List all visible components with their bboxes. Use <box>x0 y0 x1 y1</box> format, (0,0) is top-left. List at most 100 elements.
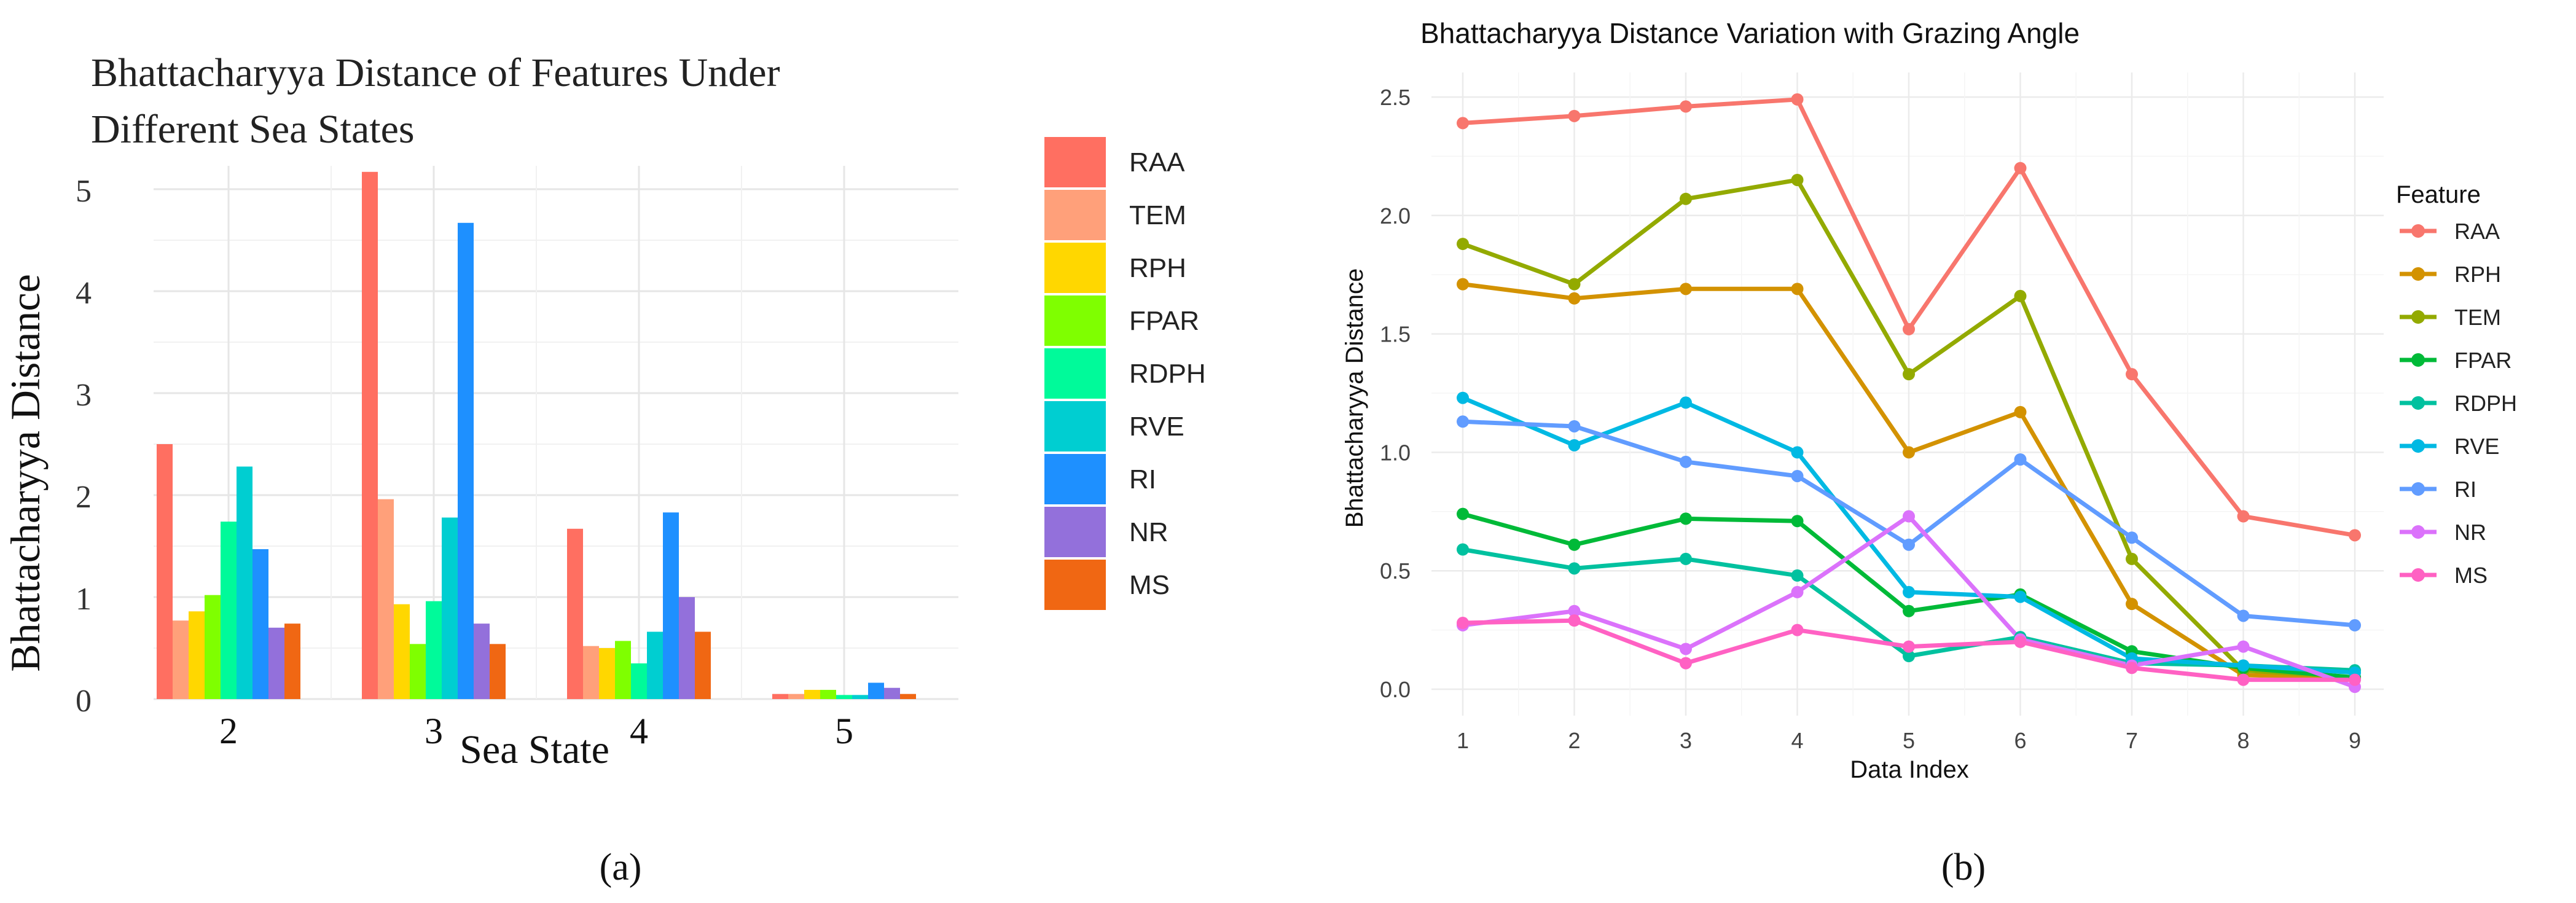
point-RVE-5 <box>1903 585 1915 598</box>
point-RDPH-3 <box>1680 552 1692 565</box>
legend-label-RI: RI <box>2454 477 2476 502</box>
legend-point-FPAR <box>2411 353 2425 367</box>
line-chart-series <box>1457 93 2361 694</box>
bar-MS-5 <box>900 694 916 699</box>
point-RPH-1 <box>1457 278 1469 291</box>
legend-label-RVE: RVE <box>2454 434 2499 459</box>
bar-RDPH-3 <box>426 601 442 699</box>
point-RVE-6 <box>2014 590 2027 603</box>
bar-x-tick-label: 3 <box>425 711 443 751</box>
bar-y-tick-label: 5 <box>76 174 92 209</box>
point-RI-1 <box>1457 415 1469 428</box>
point-RAA-3 <box>1680 100 1692 113</box>
legend-label-FPAR: FPAR <box>2454 348 2511 373</box>
bar-RI-2 <box>253 549 268 699</box>
point-RI-3 <box>1680 455 1692 468</box>
bar-chart-title-line-1: Bhattacharyya Distance of Features Under <box>91 50 780 95</box>
point-NR-2 <box>1568 604 1581 617</box>
legend-swatch-RDPH <box>1044 348 1106 399</box>
legend-swatch-NR <box>1044 507 1106 557</box>
bar-RAA-5 <box>772 694 788 699</box>
point-TEM-7 <box>2126 552 2138 565</box>
line-x-tick-label: 7 <box>2126 728 2138 753</box>
line-chart-x-ticks: 1 2 3 4 5 6 7 8 9 <box>1457 728 2361 753</box>
bar-TEM-2 <box>173 620 189 699</box>
point-RAA-9 <box>2349 529 2361 542</box>
legend-label-RPH: RPH <box>2454 262 2501 287</box>
bar-chart-y-axis-label: Bhattacharyya Distance <box>2 274 49 672</box>
line-x-tick-label: 6 <box>2014 728 2026 753</box>
legend-label-TEM: TEM <box>1129 200 1186 230</box>
legend-label-NR: NR <box>1129 517 1169 547</box>
legend-point-TEM <box>2411 310 2425 324</box>
point-RDPH-1 <box>1457 543 1469 556</box>
line-chart-y-axis-label: Bhattacharyya Distance <box>1341 268 1368 528</box>
legend-swatch-TEM <box>1044 190 1106 240</box>
line-x-tick-label: 2 <box>1568 728 1580 753</box>
point-FPAR-1 <box>1457 507 1469 520</box>
point-RVE-3 <box>1680 396 1692 409</box>
line-x-tick-label: 3 <box>1680 728 1692 753</box>
bar-y-tick-label: 0 <box>76 684 92 719</box>
point-MS-8 <box>2237 673 2250 686</box>
point-RAA-5 <box>1903 322 1915 335</box>
point-RI-9 <box>2349 619 2361 631</box>
legend-swatch-RVE <box>1044 401 1106 452</box>
point-RAA-2 <box>1568 109 1581 122</box>
legend-label-TEM: TEM <box>2454 305 2501 330</box>
bar-x-tick-label: 5 <box>835 711 853 751</box>
point-RI-5 <box>1903 538 1915 551</box>
line-y-tick-label: 1.5 <box>1380 322 1411 347</box>
line-chart-legend: RAA RPH TEM FPAR RDPH RVE RI NR MS <box>2400 219 2517 588</box>
legend-swatch-RPH <box>1044 243 1106 293</box>
point-RAA-1 <box>1457 117 1469 130</box>
legend-label-RVE: RVE <box>1129 412 1184 442</box>
point-RAA-4 <box>1791 93 1804 106</box>
legend-swatch-FPAR <box>1044 295 1106 346</box>
bar-FPAR-4 <box>615 641 631 699</box>
bar-RI-3 <box>458 222 474 699</box>
legend-point-RPH <box>2411 267 2425 281</box>
bar-chart-x-ticks: 2 3 4 5 <box>219 711 853 751</box>
bar-RVE-4 <box>647 631 663 699</box>
bar-FPAR-3 <box>410 644 426 699</box>
bar-RAA-4 <box>567 528 583 699</box>
point-RPH-4 <box>1791 283 1804 295</box>
bar-RVE-5 <box>852 695 868 699</box>
legend-point-RAA <box>2411 224 2425 238</box>
legend-label-RDPH: RDPH <box>1129 359 1206 389</box>
bar-RPH-2 <box>189 611 205 699</box>
point-MS-3 <box>1680 657 1692 670</box>
bar-NR-2 <box>268 627 284 699</box>
legend-swatch-MS <box>1044 560 1106 610</box>
bar-FPAR-5 <box>820 690 836 699</box>
bar-y-tick-label: 2 <box>76 480 92 515</box>
bar-RAA-3 <box>362 171 378 699</box>
bar-RI-5 <box>868 682 884 699</box>
line-y-tick-label: 2.5 <box>1380 85 1411 110</box>
line-y-tick-label: 0.0 <box>1380 677 1411 702</box>
line-chart-x-axis-label: Data Index <box>1850 756 1968 783</box>
bar-TEM-4 <box>583 646 599 699</box>
point-RI-7 <box>2126 531 2138 544</box>
line-x-tick-label: 5 <box>1903 728 1915 753</box>
point-MS-1 <box>1457 617 1469 630</box>
point-RDPH-2 <box>1568 562 1581 575</box>
line-x-tick-label: 4 <box>1791 728 1803 753</box>
legend-label-RPH: RPH <box>1129 253 1186 283</box>
bar-y-tick-label: 4 <box>76 276 92 311</box>
point-MS-6 <box>2014 635 2027 648</box>
bar-chart-x-axis-label: Sea State <box>460 727 609 772</box>
point-MS-2 <box>1568 614 1581 627</box>
legend-label-MS: MS <box>1129 570 1170 600</box>
panel-b-label: (b) <box>1941 846 1986 888</box>
point-RI-2 <box>1568 420 1581 432</box>
legend-label-RAA: RAA <box>2454 219 2500 244</box>
bar-RI-4 <box>663 512 679 699</box>
bar-NR-4 <box>679 597 695 699</box>
bar-RPH-5 <box>804 690 820 699</box>
point-RDPH-5 <box>1903 650 1915 663</box>
point-TEM-4 <box>1791 173 1804 186</box>
point-RPH-2 <box>1568 292 1581 305</box>
line-y-tick-label: 0.5 <box>1380 558 1411 584</box>
